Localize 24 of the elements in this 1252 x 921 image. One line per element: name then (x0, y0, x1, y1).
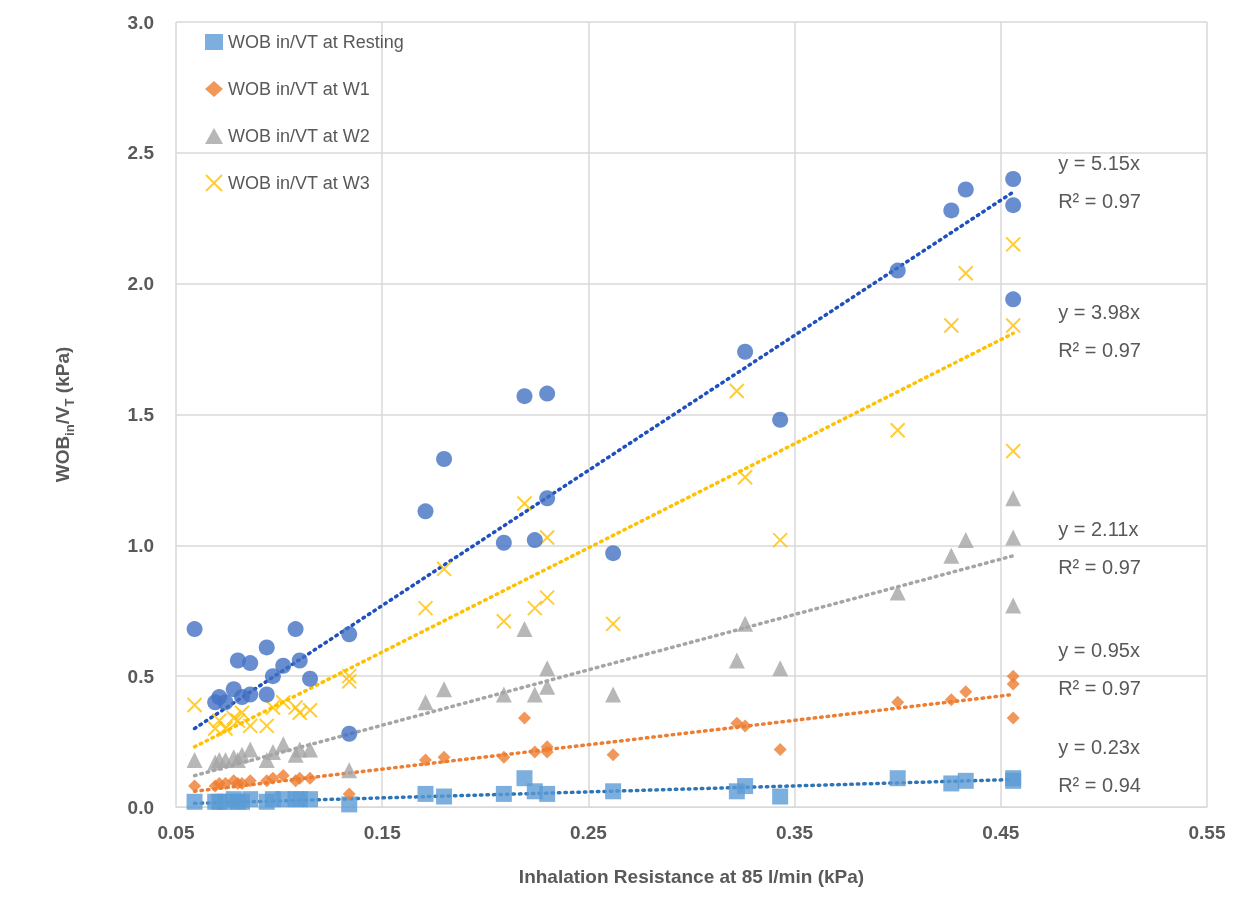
x-tick-label: 0.05 (157, 822, 195, 843)
y-axis-title: WOBin/VT (kPa) (51, 346, 77, 483)
y-tick-label: 1.0 (127, 534, 154, 556)
annotation: y = 0.23x R² = 0.94 (1058, 735, 1141, 796)
y-tick-label: 2.0 (127, 273, 154, 295)
annotation: y = 2.11x R² = 0.97 (1058, 517, 1141, 578)
annotation: y = 3.98x R² = 0.97 (1058, 301, 1141, 362)
y-tick-label: 2.5 (127, 142, 155, 164)
legend-label: WOB in/VT at W2 (228, 126, 370, 146)
legend-label: WOB in/VT at W1 (228, 79, 370, 99)
x-tick-label: 0.55 (1188, 822, 1226, 843)
x-tick-label: 0.45 (982, 822, 1020, 843)
y-tick-label: 0.5 (127, 665, 155, 687)
annotation: y = 5.15x R² = 0.97 (1058, 152, 1141, 213)
legend-label: WOB in/VT at Resting (228, 32, 404, 52)
legend-label: WOB in/VT at W3 (228, 173, 370, 193)
annotation: y = 0.95x R² = 0.97 (1058, 639, 1141, 700)
y-tick-label: 3.0 (127, 11, 154, 33)
x-tick-label: 0.25 (569, 822, 608, 843)
y-tick-label: 1.5 (127, 404, 155, 425)
x-tick-label: 0.35 (776, 822, 814, 843)
x-tick-label: 0.15 (363, 822, 402, 843)
x-axis-title: Inhalation Resistance at 85 l/min (kPa) (518, 866, 865, 887)
y-tick-label: 0.0 (127, 796, 154, 818)
